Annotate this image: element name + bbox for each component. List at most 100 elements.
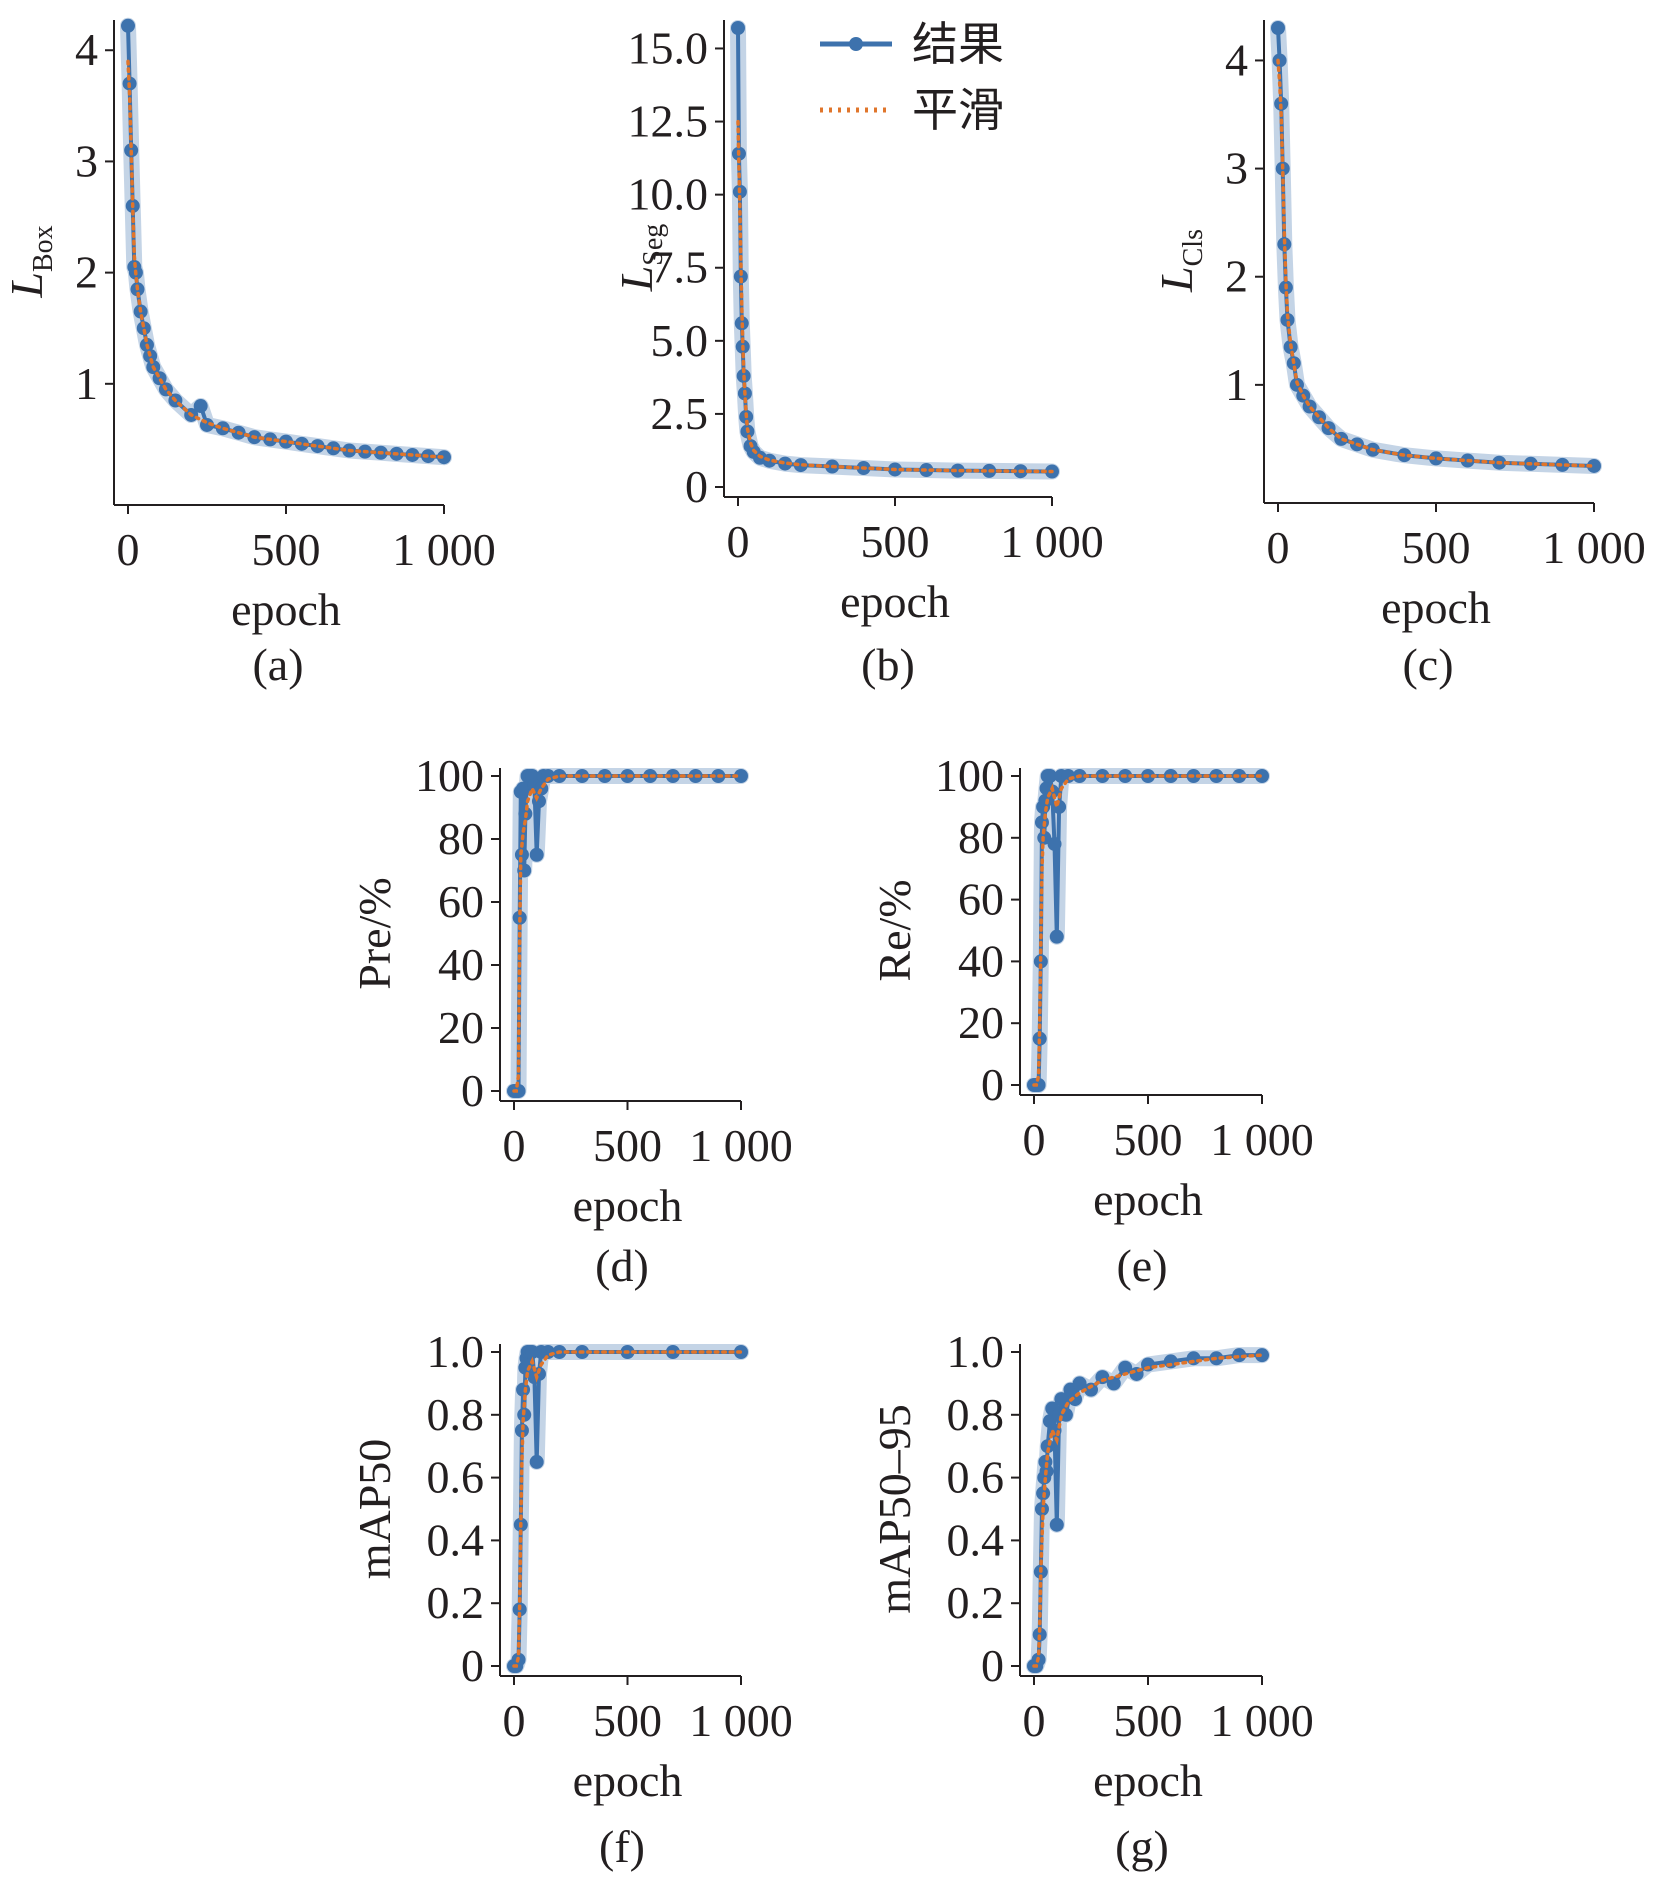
data-point [516,1382,531,1397]
y-axis-label-main: Re/% [869,879,920,981]
series-result [120,17,452,466]
y-tick-label: 20 [958,997,1004,1048]
y-tick-label: 40 [958,935,1004,986]
data-point [529,847,544,862]
y-tick-label: 100 [935,750,1004,801]
x-tick-label: 0 [1023,1114,1046,1165]
data-point [511,1084,526,1098]
data-point [1049,929,1064,944]
data-point [1587,458,1601,473]
y-tick-label: 1 [1225,359,1248,410]
series-result-halo [506,768,749,1099]
y-tick-label: 4 [75,24,98,75]
y-axis-label: mAP50 [349,1439,400,1580]
y-tick-label: 0.8 [427,1389,485,1440]
series-smooth-line [512,1350,743,1668]
y-tick-label: 20 [438,1002,484,1053]
data-point [734,769,748,783]
data-point [1255,1348,1269,1363]
series-smooth-line [1276,58,1596,468]
y-axis-label: LCls [1151,229,1209,293]
y-tick-label: 0 [461,1640,484,1691]
y-axis-label: Re/% [869,879,920,981]
y-tick-label: 15.0 [628,22,709,73]
y-tick-label: 80 [958,812,1004,863]
series-result-halo [1026,768,1270,1093]
y-tick-label: 1.0 [947,1326,1005,1377]
data-point [552,769,567,783]
series-smooth [126,59,446,459]
y-tick-label: 4 [1225,34,1248,85]
y-axis-label-sub: Box [28,225,59,272]
x-tick-label: 0 [503,1695,526,1746]
data-point [950,463,965,478]
y-tick-label: 40 [438,939,484,990]
data-point [1271,21,1285,35]
x-axis-label: epoch [573,1180,683,1231]
legend-result-marker [849,37,863,51]
series-result [1026,768,1270,1093]
data-point [793,458,808,473]
y-axis-label: LSeg [611,224,669,293]
y-tick-label: 1 [75,358,98,409]
data-point [1047,836,1062,851]
data-point [1118,1360,1133,1375]
y-axis-label-sub: Seg [638,224,669,266]
series-result-halo [730,20,1060,480]
y-tick-label: 1.0 [427,1326,485,1377]
x-axis-label: epoch [1093,1755,1203,1806]
y-tick-label: 2 [75,247,98,298]
series-result-halo [1270,20,1602,474]
series-result-line [514,774,741,1093]
chart-caption: (b) [861,639,915,690]
y-tick-label: 2 [1225,251,1248,302]
legend: 结果 平滑 [820,19,1004,136]
x-tick-label: 500 [1114,1114,1183,1165]
x-tick-label: 1 000 [1210,1695,1314,1746]
data-point [1186,1351,1201,1366]
chart-caption: (g) [1115,1821,1169,1872]
chart-caption: (c) [1402,639,1453,690]
data-point [1034,815,1049,830]
data-point [1255,769,1269,783]
data-point [193,399,208,414]
data-point [514,1423,529,1438]
x-axis-label: epoch [1381,582,1491,633]
data-point [1555,457,1570,472]
x-tick-label: 0 [1267,522,1290,573]
y-axis-label: mAP50–95 [869,1404,920,1614]
chart-d: 0 500 1 000 0 20 40 60 80 100 epoch Pre/% (d) [349,750,793,1291]
x-axis-label: epoch [231,584,341,635]
series-smooth-line [1032,1353,1264,1668]
series-result [506,1344,749,1674]
x-tick-label: 0 [1023,1695,1046,1746]
x-tick-label: 1 000 [1542,522,1646,573]
x-tick-label: 500 [252,524,321,575]
x-tick-label: 1 000 [689,1120,793,1171]
x-tick-label: 0 [503,1120,526,1171]
x-tick-label: 500 [1402,522,1471,573]
y-tick-label: 0.4 [427,1514,485,1565]
y-axis-label-main: mAP50–95 [869,1404,920,1614]
chart-g: 0 500 1 000 0 0.2 0.4 0.6 0.8 1.0 epoch mAP50–95 (g… [869,1326,1314,1872]
y-tick-label: 0 [981,1640,1004,1691]
data-point [1049,1517,1064,1532]
data-point [541,769,556,783]
data-point [1054,1392,1069,1407]
y-tick-label: 0.4 [947,1514,1005,1565]
chart-a: 0 500 1 000 1 2 3 4 epoch LBox (a) [1,17,496,690]
data-point [1084,1382,1098,1397]
series-smooth-line [736,119,1054,474]
x-tick-label: 500 [593,1695,662,1746]
x-tick-label: 1 000 [1000,516,1104,567]
y-axis-label-main: mAP50 [349,1439,400,1580]
data-point [1429,451,1443,466]
y-tick-label: 12.5 [628,96,709,147]
y-tick-label: 0.6 [427,1452,485,1503]
data-point [136,321,151,336]
series-smooth-line [126,59,446,459]
y-tick-label: 2.5 [651,388,709,439]
series-result-halo [506,1344,749,1674]
chart-c: 0 500 1 000 1 2 3 4 epoch LCls (c) [1151,20,1646,690]
